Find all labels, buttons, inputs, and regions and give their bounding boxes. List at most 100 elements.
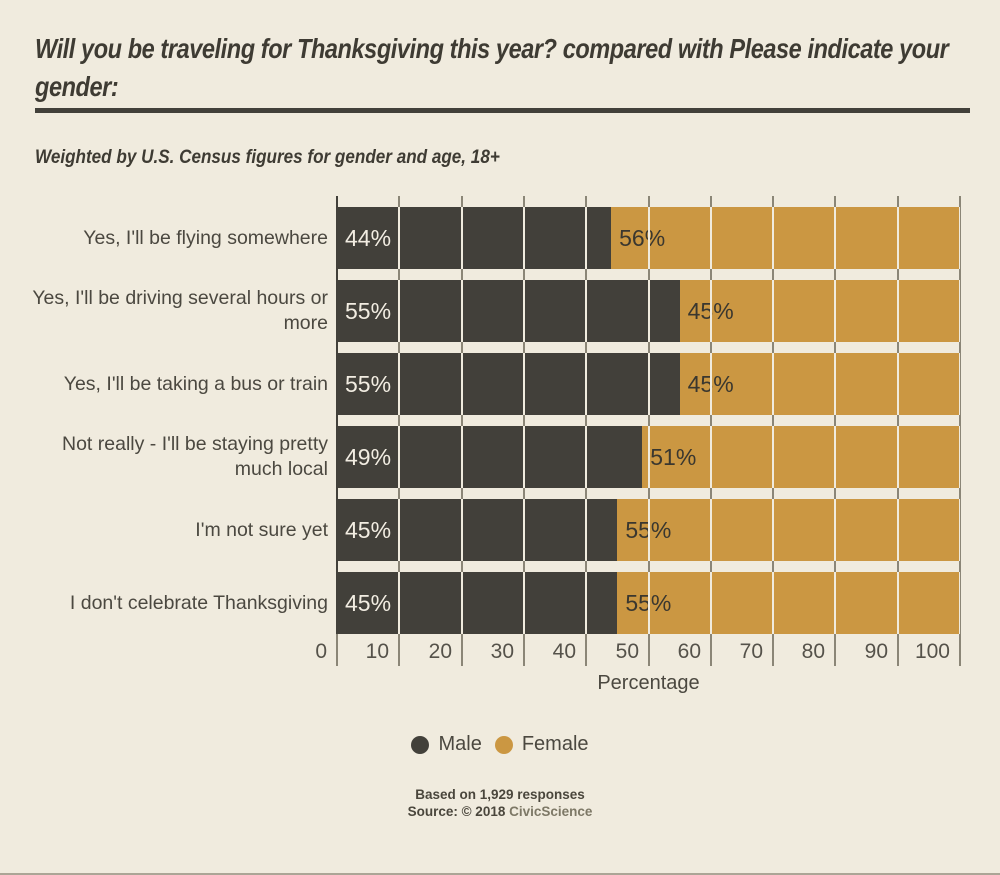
category-label-4: I'm not sure yet <box>195 518 328 541</box>
bar-gridline-overlay <box>398 426 400 488</box>
y-axis-line <box>336 196 338 634</box>
x-tick-label-10: 10 <box>365 640 389 663</box>
bar-gridline-overlay <box>648 499 650 561</box>
bar-gridline-overlay <box>523 572 525 634</box>
chart-subtitle: Weighted by U.S. Census figures for gend… <box>35 147 500 168</box>
bar-gridline-overlay <box>398 353 400 415</box>
bar-gridline-overlay <box>585 572 587 634</box>
bar-gridline-overlay <box>461 499 463 561</box>
bar-gridline-overlay <box>398 207 400 269</box>
bar-gridline-overlay <box>897 280 899 342</box>
legend: Male Female <box>0 733 1000 756</box>
bar-gridline-overlay <box>461 280 463 342</box>
chart-title-line2: gender: <box>35 71 119 102</box>
bar-gridline-overlay <box>959 353 960 415</box>
bar-segment-female-1 <box>679 280 960 342</box>
bar-gridline-overlay <box>461 353 463 415</box>
category-label-1: Yes, I'll be driving several hours or mo… <box>32 287 328 334</box>
bar-gridline-overlay <box>959 572 960 634</box>
bar-segment-male-3 <box>337 426 643 488</box>
bar-gridline-overlay <box>585 353 587 415</box>
bar-segment-male-2 <box>337 353 680 415</box>
value-label-male-1: 55% <box>345 297 392 324</box>
bar-gridline-overlay <box>585 280 587 342</box>
bar-gridline-overlay <box>772 499 774 561</box>
bar-gridline-overlay <box>648 572 650 634</box>
bar-gridline-overlay <box>398 499 400 561</box>
bar-gridline-overlay <box>710 353 712 415</box>
bar-gridline-overlay <box>772 207 774 269</box>
bar-gridline-overlay <box>897 499 899 561</box>
category-label-2: Yes, I'll be taking a bus or train <box>63 372 328 395</box>
x-tick-label-90: 90 <box>864 640 888 663</box>
category-label-5: I don't celebrate Thanksgiving <box>69 591 328 614</box>
legend-dot-male-icon <box>411 735 430 754</box>
bar-gridline-overlay <box>710 426 712 488</box>
footer-source: Source: © 2018 CivicScience <box>407 804 593 819</box>
bar-gridline-overlay <box>834 207 836 269</box>
bar-gridline-overlay <box>710 280 712 342</box>
gridline-100 <box>959 196 961 666</box>
value-label-female-3: 51% <box>650 443 697 470</box>
bar-gridline-overlay <box>523 207 525 269</box>
bar-gridline-overlay <box>398 280 400 342</box>
x-tick-label-60: 60 <box>677 640 701 663</box>
footer-brand: CivicScience <box>509 804 593 819</box>
bar-segment-male-4 <box>337 499 618 561</box>
bar-segment-female-3 <box>642 426 960 488</box>
bar-gridline-overlay <box>585 426 587 488</box>
bar-gridline-overlay <box>398 572 400 634</box>
legend-label-male: Male <box>438 733 482 755</box>
value-label-male-2: 55% <box>345 370 392 397</box>
bar-gridline-overlay <box>834 499 836 561</box>
bar-gridline-overlay <box>834 426 836 488</box>
bar-row-4: 45%55% <box>337 499 960 561</box>
bar-gridline-overlay <box>959 207 960 269</box>
plot-area: 010203040506070809010044%56%55%45%55%45%… <box>315 196 961 666</box>
bar-gridline-overlay <box>710 207 712 269</box>
bar-row-5: 45%55% <box>337 572 960 634</box>
bar-row-3: 49% 51% <box>337 426 960 488</box>
x-axis-title: Percentage <box>597 672 700 694</box>
value-label-male-0: 44% <box>345 224 392 251</box>
category-label-3: Not really - I'll be staying pretty much… <box>62 433 328 480</box>
bar-gridline-overlay <box>897 572 899 634</box>
bar-gridline-overlay <box>648 280 650 342</box>
footer-responses: Based on 1,929 responses <box>415 787 585 802</box>
x-tick-label-80: 80 <box>801 640 825 663</box>
bar-segment-male-1 <box>337 280 680 342</box>
bar-gridline-overlay <box>772 572 774 634</box>
bar-gridline-overlay <box>772 280 774 342</box>
value-label-female-0: 56% <box>619 224 666 251</box>
bar-gridline-overlay <box>834 572 836 634</box>
bar-row-1: 55%45% <box>337 280 960 342</box>
legend-item-male: Male <box>411 733 482 756</box>
chart-title-line1: Will you be traveling for Thanksgiving t… <box>35 33 949 64</box>
value-label-male-3: 49% <box>345 443 392 470</box>
gridline-0 <box>336 634 338 666</box>
bar-gridline-overlay <box>834 353 836 415</box>
bar-gridline-overlay <box>461 426 463 488</box>
bar-gridline-overlay <box>648 353 650 415</box>
bar-gridline-overlay <box>710 499 712 561</box>
bar-gridline-overlay <box>897 207 899 269</box>
bar-gridline-overlay <box>585 499 587 561</box>
bar-gridline-overlay <box>772 426 774 488</box>
title-divider <box>35 108 970 113</box>
chart-title: Will you be traveling for Thanksgiving t… <box>35 30 949 106</box>
bottom-edge-line <box>0 873 1000 875</box>
bar-segment-female-2 <box>679 353 960 415</box>
footer: Based on 1,929 responses Source: © 2018 … <box>0 786 1000 820</box>
value-label-male-5: 45% <box>345 589 392 616</box>
bar-gridline-overlay <box>523 280 525 342</box>
bar-gridline-overlay <box>897 426 899 488</box>
legend-item-female: Female <box>494 733 589 756</box>
bar-gridline-overlay <box>523 353 525 415</box>
x-tick-label-40: 40 <box>552 640 576 663</box>
bar-gridline-overlay <box>523 426 525 488</box>
bar-gridline-overlay <box>461 572 463 634</box>
category-label-0: Yes, I'll be flying somewhere <box>83 226 328 249</box>
bar-gridline-overlay <box>834 280 836 342</box>
bar-row-0: 44% 56% <box>337 207 960 269</box>
bar-gridline-overlay <box>648 207 650 269</box>
